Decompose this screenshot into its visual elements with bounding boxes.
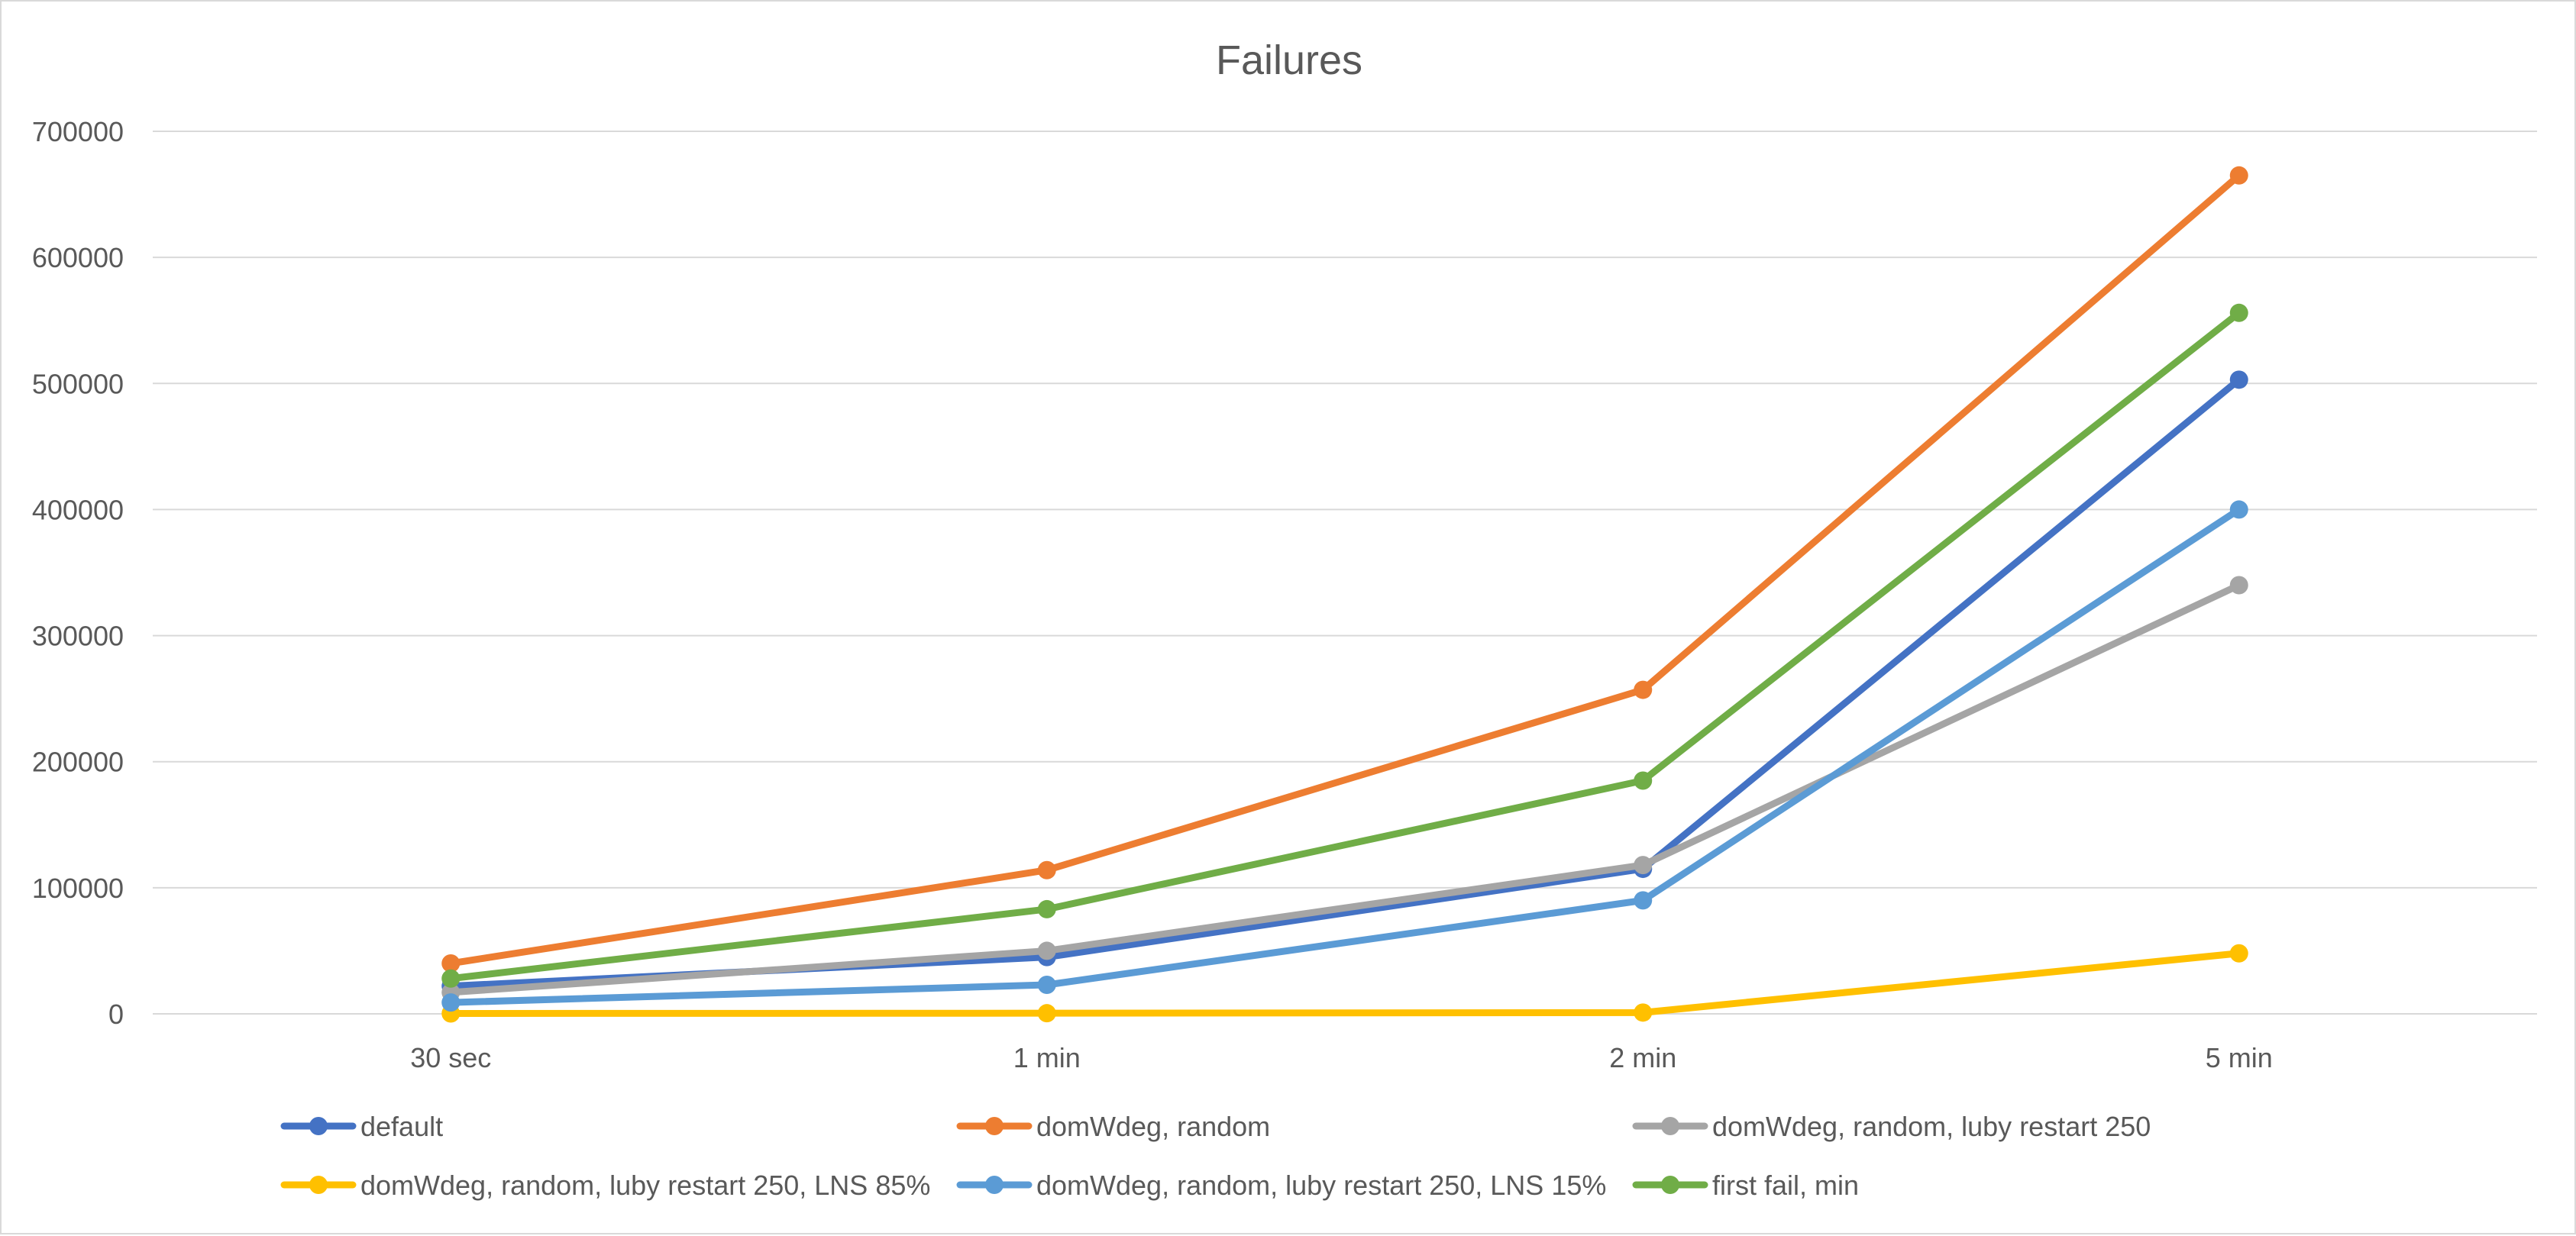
y-tick-label: 700000 — [32, 116, 124, 147]
legend-point-marker — [1661, 1176, 1679, 1194]
legend-item: first fail, min — [1632, 1170, 1859, 1201]
data-point — [1037, 899, 1056, 918]
legend-point-marker — [1661, 1117, 1679, 1135]
data-point — [1634, 856, 1653, 875]
data-point — [441, 969, 461, 988]
legend-label: domWdeg, random — [1036, 1111, 1270, 1142]
y-axis-tick-labels: 0 100000 200000 300000 400000 500000 600000 700… — [32, 116, 124, 1030]
legend-label: first fail, min — [1712, 1170, 1859, 1201]
series-5 — [441, 303, 2248, 988]
y-tick-label: 100000 — [32, 873, 124, 904]
y-tick-label: 300000 — [32, 621, 124, 652]
chart-title: Failures — [1216, 37, 1362, 83]
data-point — [2229, 944, 2248, 963]
legend-label: domWdeg, random, luby restart 250, LNS 1… — [1036, 1170, 1606, 1201]
legend: default domWdeg, random domWdeg, random, l… — [280, 1111, 2151, 1201]
data-series — [441, 166, 2248, 1023]
legend-point-marker — [309, 1176, 328, 1194]
series-line — [447, 582, 2243, 996]
data-point — [441, 993, 461, 1012]
legend-item: domWdeg, random, luby restart 250 — [1632, 1111, 2151, 1142]
x-tick-label: 1 min — [1013, 1042, 1081, 1073]
legend-point-marker — [985, 1117, 1004, 1135]
x-axis-tick-labels: 30 sec 1 min 2 min 5 min — [410, 1042, 2273, 1073]
data-point — [1037, 976, 1056, 995]
data-point — [1634, 891, 1653, 910]
series-line — [447, 950, 2243, 1018]
x-tick-label: 30 sec — [410, 1042, 491, 1073]
data-point — [1037, 860, 1056, 879]
legend-point-marker — [309, 1117, 328, 1135]
legend-item: default — [280, 1111, 443, 1142]
data-point — [1634, 1003, 1653, 1022]
data-point — [1037, 1004, 1056, 1023]
data-point — [441, 954, 461, 973]
data-point — [1634, 771, 1653, 790]
legend-label: default — [360, 1111, 443, 1142]
data-point — [2229, 303, 2248, 322]
series-3 — [441, 944, 2248, 1023]
data-point — [1037, 941, 1056, 960]
data-point — [2229, 370, 2248, 389]
y-tick-label: 600000 — [32, 242, 124, 273]
data-point — [2229, 576, 2248, 595]
series-line — [447, 172, 2243, 967]
gridlines — [153, 131, 2537, 1015]
series-line — [447, 309, 2243, 983]
legend-label: domWdeg, random, luby restart 250 — [1712, 1111, 2151, 1142]
y-tick-label: 200000 — [32, 747, 124, 778]
legend-item: domWdeg, random — [956, 1111, 1270, 1142]
series-2 — [441, 576, 2248, 1002]
data-point — [2229, 500, 2248, 519]
legend-item: domWdeg, random, luby restart 250, LNS 1… — [956, 1170, 1606, 1201]
data-point — [2229, 166, 2248, 185]
legend-item: domWdeg, random, luby restart 250, LNS 8… — [280, 1170, 930, 1201]
series-line — [447, 505, 2243, 1006]
y-tick-label: 400000 — [32, 494, 124, 525]
y-tick-label: 0 — [108, 999, 124, 1030]
x-tick-label: 2 min — [1609, 1042, 1676, 1073]
series-1 — [441, 166, 2248, 973]
y-tick-label: 500000 — [32, 368, 124, 399]
data-point — [1634, 680, 1653, 699]
legend-label: domWdeg, random, luby restart 250, LNS 8… — [360, 1170, 930, 1201]
legend-point-marker — [985, 1176, 1004, 1194]
series-4 — [441, 500, 2248, 1012]
x-tick-label: 5 min — [2206, 1042, 2273, 1073]
